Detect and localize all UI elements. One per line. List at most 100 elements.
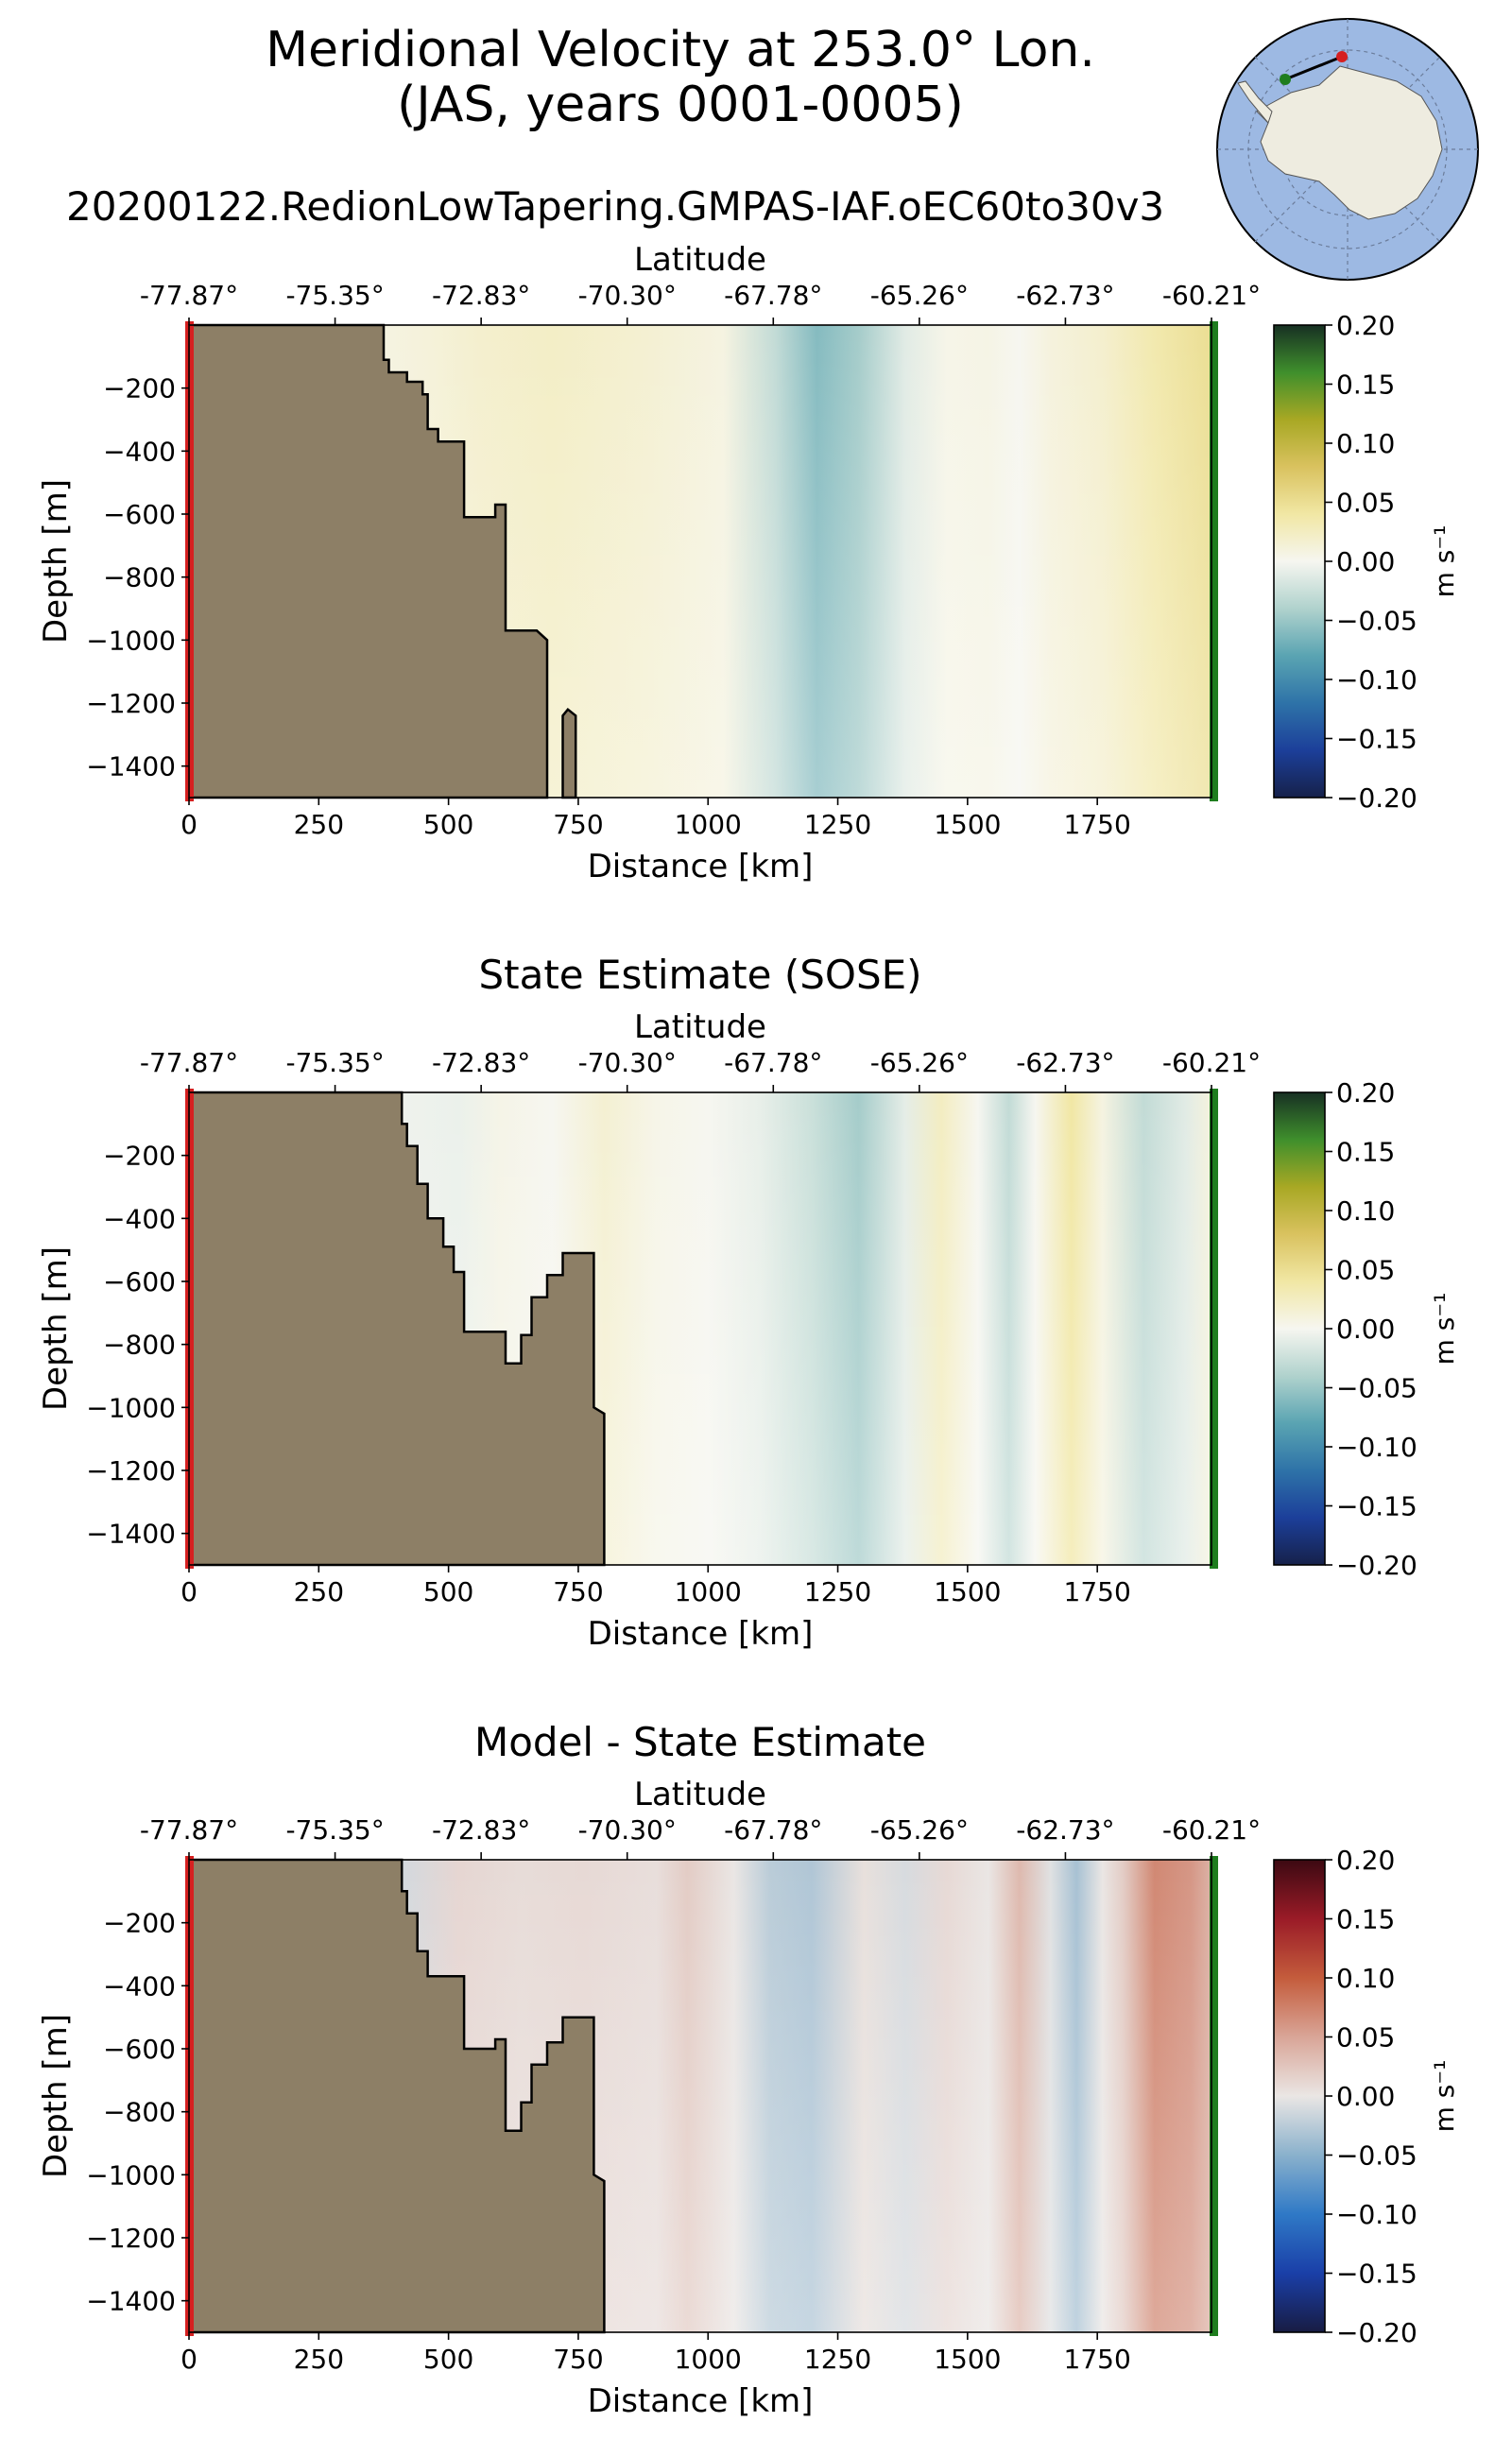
- transect-end-marker: [1210, 1856, 1218, 2336]
- x-axis-label: Distance [km]: [588, 1615, 814, 1653]
- y-tick-label: −800: [103, 1330, 176, 1361]
- transect-end-marker: [1210, 1089, 1218, 1569]
- colorbar-tick-label: 0.10: [1336, 1195, 1395, 1227]
- y-tick-label: −800: [103, 2097, 176, 2128]
- transect-end-marker: [1210, 321, 1218, 801]
- x-tick-label: 0: [180, 2344, 198, 2375]
- x-tick-label: 500: [423, 1576, 473, 1607]
- y-tick-label: −200: [103, 373, 176, 404]
- y-tick-label: −600: [103, 2034, 176, 2065]
- lat-tick-label: -75.35°: [285, 280, 384, 311]
- x-tick-label: 1250: [804, 809, 871, 840]
- x-tick-label: 750: [553, 1576, 603, 1607]
- y-tick-label: −1400: [86, 2286, 176, 2317]
- inset-transect-line: [1284, 55, 1343, 81]
- colorbar-tick-label: −0.15: [1336, 724, 1418, 755]
- land-mask: [187, 1091, 606, 1567]
- colorbar-label: m s⁻¹: [1429, 2060, 1460, 2133]
- x-tick-label: 750: [553, 809, 603, 840]
- plot-frame: [188, 1091, 1212, 1566]
- colorbar-tick-label: −0.15: [1336, 1491, 1418, 1522]
- lat-tick-label: -65.26°: [870, 280, 969, 311]
- x-tick-label: 250: [294, 809, 344, 840]
- x-tick-label: 250: [294, 2344, 344, 2375]
- inset-transect-end: [1280, 74, 1291, 85]
- x-axis-label: Distance [km]: [588, 2382, 814, 2420]
- colorbar: [1273, 324, 1326, 799]
- colorbar: [1273, 1859, 1326, 2333]
- x-tick-label: 250: [294, 1576, 344, 1607]
- lat-tick-label: -75.35°: [285, 1047, 384, 1078]
- lat-tick-label: -77.87°: [140, 1047, 238, 1078]
- y-tick-label: −1000: [86, 1392, 176, 1423]
- colorbar-tick-label: −0.20: [1336, 782, 1418, 814]
- x-tick-label: 1500: [934, 809, 1001, 840]
- y-tick-label: −1200: [86, 1455, 176, 1486]
- lat-tick-label: -62.73°: [1016, 1814, 1114, 1846]
- colorbar-tick-label: 0.05: [1336, 488, 1395, 519]
- figure-title-line2: (JAS, years 0001-0005): [397, 77, 964, 133]
- x-tick-label: 1500: [934, 2344, 1001, 2375]
- y-tick-label: −200: [103, 1908, 176, 1939]
- lat-tick-label: -60.21°: [1162, 280, 1261, 311]
- lat-tick-label: -70.30°: [578, 1814, 677, 1846]
- land-seamount: [561, 707, 577, 799]
- lat-tick-label: -62.73°: [1016, 280, 1114, 311]
- y-tick-label: −1400: [86, 1519, 176, 1550]
- panel-2: State Estimate (SOSE) 0 250 500 750 1000 1250 1…: [37, 952, 1460, 1653]
- plot-frame: [188, 324, 1212, 799]
- top-axis-label: Latitude: [634, 241, 766, 279]
- colorbar-tick-label: −0.10: [1336, 2199, 1418, 2230]
- lat-tick-label: -77.87°: [140, 1814, 238, 1846]
- lat-tick-label: -72.83°: [432, 280, 530, 311]
- lat-tick-label: -75.35°: [285, 1814, 384, 1846]
- figure-title-line1: Meridional Velocity at 253.0° Lon.: [266, 22, 1095, 78]
- colorbar-tick-label: −0.20: [1336, 1550, 1418, 1581]
- inset-transect-start: [1336, 51, 1348, 62]
- x-tick-label: 1000: [675, 1576, 742, 1607]
- x-tick-label: 750: [553, 2344, 603, 2375]
- panel-title: Model - State Estimate: [474, 1719, 926, 1765]
- y-tick-label: −1400: [86, 751, 176, 782]
- land-mask: [187, 1858, 606, 2334]
- colorbar-tick-label: −0.05: [1336, 1373, 1418, 1404]
- lat-tick-label: -67.78°: [724, 1814, 822, 1846]
- colorbar-label: m s⁻¹: [1429, 1293, 1460, 1366]
- run-name: 20200122.RedionLowTapering.GMPAS-IAF.oEC…: [66, 183, 1164, 230]
- inset-peninsula: [1237, 80, 1273, 125]
- lat-tick-label: -62.73°: [1016, 1047, 1114, 1078]
- colorbar-tick-label: −0.15: [1336, 2259, 1418, 2290]
- x-tick-label: 1000: [675, 809, 742, 840]
- x-tick-label: 1000: [675, 2344, 742, 2375]
- y-tick-label: −800: [103, 562, 176, 593]
- lat-tick-label: -70.30°: [578, 280, 677, 311]
- colorbar-tick-label: 0.15: [1336, 369, 1395, 401]
- x-tick-label: 0: [180, 1576, 198, 1607]
- inset-antarctica: [1256, 65, 1443, 220]
- lat-tick-label: -60.21°: [1162, 1814, 1261, 1846]
- colorbar-tick-label: 0.05: [1336, 1255, 1395, 1286]
- lat-tick-label: -72.83°: [432, 1814, 530, 1846]
- lat-tick-label: -77.87°: [140, 280, 238, 311]
- inset-map: [1216, 18, 1479, 281]
- colorbar-tick-label: −0.10: [1336, 664, 1418, 696]
- y-tick-label: −1200: [86, 688, 176, 719]
- colorbar-tick-label: −0.10: [1336, 1432, 1418, 1463]
- colorbar-tick-label: 0.20: [1336, 1845, 1395, 1876]
- lat-tick-label: -67.78°: [724, 1047, 822, 1078]
- colorbar-tick-label: 0.15: [1336, 1904, 1395, 1935]
- colorbar-tick-label: 0.20: [1336, 1077, 1395, 1108]
- colorbar-tick-label: 0.10: [1336, 1963, 1395, 1994]
- colorbar-tick-label: −0.05: [1336, 606, 1418, 637]
- colorbar-tick-label: 0.15: [1336, 1137, 1395, 1168]
- colorbar-tick-label: −0.20: [1336, 2317, 1418, 2348]
- colorbar-tick-label: 0.10: [1336, 428, 1395, 459]
- y-tick-label: −1000: [86, 625, 176, 656]
- y-axis-label: Depth [m]: [37, 1246, 75, 1411]
- y-axis-label: Depth [m]: [37, 2014, 75, 2178]
- lat-tick-label: -70.30°: [578, 1047, 677, 1078]
- colorbar: [1273, 1091, 1326, 1566]
- colorbar-tick-label: 0.05: [1336, 2022, 1395, 2053]
- colorbar-tick-label: 0.00: [1336, 1314, 1395, 1345]
- panel-title: State Estimate (SOSE): [478, 952, 921, 998]
